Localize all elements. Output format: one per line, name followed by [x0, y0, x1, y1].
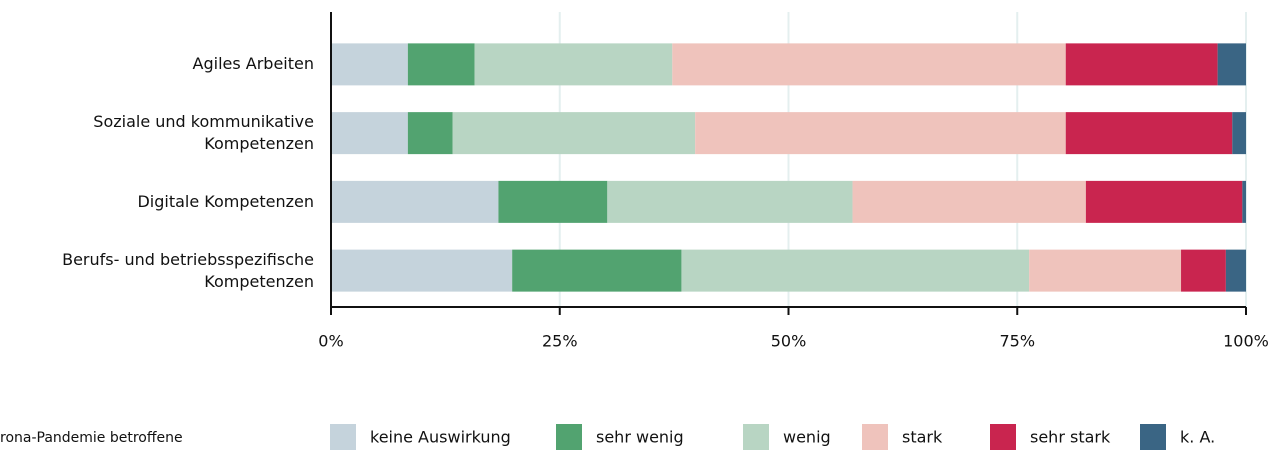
legend-label: keine Auswirkung: [370, 428, 511, 447]
bar-segment: [1029, 249, 1182, 292]
legend-label: stark: [902, 428, 943, 447]
bar-segment: [607, 180, 853, 223]
legend-label: wenig: [783, 428, 831, 447]
x-tick-label: 25%: [542, 332, 578, 351]
bar-segment: [1232, 112, 1246, 155]
bar-segment: [512, 249, 682, 292]
bar-segment: [331, 112, 408, 155]
bar-segment: [407, 112, 453, 155]
bar-segment: [1065, 43, 1218, 86]
legend-label: sehr stark: [1030, 428, 1111, 447]
bar-segment: [452, 112, 696, 155]
bar-segment: [695, 112, 1066, 155]
bar-segment: [407, 43, 475, 86]
category-label: Agiles Arbeiten: [192, 54, 314, 74]
bar-segment: [1065, 112, 1233, 155]
x-tick-label: 100%: [1223, 332, 1269, 351]
legend-swatch: [1140, 424, 1166, 450]
bar-segment: [1242, 180, 1246, 223]
bar-segment: [331, 249, 513, 292]
legend-label: sehr wenig: [596, 428, 684, 447]
category-label: Berufs- und betriebsspezifische Kompeten…: [62, 249, 314, 291]
bar-segment: [1181, 249, 1226, 292]
legend-swatch: [990, 424, 1016, 450]
x-tick-label: 75%: [999, 332, 1035, 351]
bar-segment: [331, 43, 408, 86]
note: rona-Pandemie betroffene: [0, 430, 183, 446]
x-tick-label: 0%: [318, 332, 343, 351]
bar-segment: [498, 180, 608, 223]
bar-segment: [681, 249, 1030, 292]
legend-label: k. A.: [1180, 428, 1215, 447]
legend-swatch: [743, 424, 769, 450]
category-label: Soziale und kommunikative Kompetenzen: [93, 112, 314, 154]
x-tick-label: 50%: [771, 332, 807, 351]
bar-segment: [672, 43, 1066, 86]
bar-segment: [1217, 43, 1246, 86]
bar-segment: [474, 43, 673, 86]
bar-segment: [852, 180, 1086, 223]
category-label: Digitale Kompetenzen: [137, 191, 314, 211]
bar-segment: [1225, 249, 1246, 292]
bar-segment: [1085, 180, 1243, 223]
legend-swatch: [556, 424, 582, 450]
legend-swatch: [330, 424, 356, 450]
legend-swatch: [862, 424, 888, 450]
bar-segment: [331, 180, 499, 223]
